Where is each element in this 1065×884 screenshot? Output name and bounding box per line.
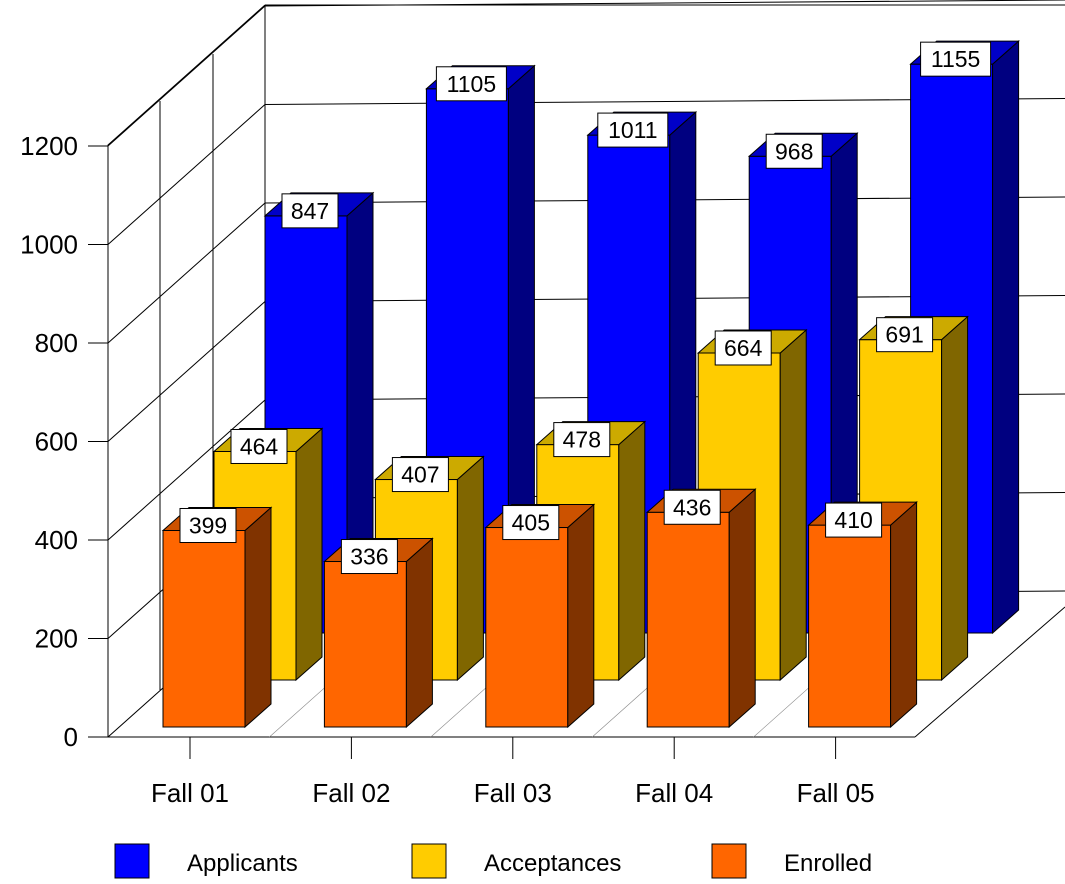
bar-front-face [647,512,729,727]
data-label: 847 [291,198,329,224]
bar-side-face [780,330,806,680]
bar-side-face [993,41,1019,633]
bar-side-face [568,505,594,727]
bar-front-face [809,525,891,727]
bar-side-face [891,502,917,727]
legend-label: Acceptances [484,850,621,877]
y-tick-label: 400 [35,525,78,555]
legend-item: Applicants [115,844,298,878]
bar-enrolled: 410 [809,502,917,727]
bar-side-face [245,507,271,727]
bar-side-face [619,422,645,680]
legend-label: Applicants [187,850,298,877]
y-tick-label: 1200 [20,131,78,161]
legend-item: Acceptances [412,844,621,878]
data-label: 691 [885,322,923,348]
legend-swatch [412,844,446,878]
x-axis: Fall 01 Fall 02 Fall 03 Fall 04 Fall 05 [151,737,875,808]
bar-front-face [163,530,245,727]
x-tick-label: Fall 04 [635,778,713,808]
bar-enrolled: 336 [324,539,432,727]
x-tick-label: Fall 05 [797,778,875,808]
data-label: 664 [724,335,763,361]
y-tick-label: 0 [64,722,78,752]
legend-swatch [712,844,746,878]
y-tick-label: 600 [35,427,78,457]
data-label: 478 [563,427,601,453]
data-label: 405 [512,510,550,536]
bar-side-face [406,539,432,727]
data-label: 399 [189,512,227,538]
bar-enrolled: 405 [486,505,594,727]
bar-side-face [457,457,483,680]
data-label: 1011 [608,117,657,143]
bar-front-face [486,528,568,727]
bars: 847 1105 1011 968 1155 464 407 478 664 691 399 336 4… [163,41,1019,727]
bar-front-face [324,562,406,727]
legend-swatch [115,844,149,878]
bar-side-face [942,317,968,680]
legend-item: Enrolled [712,844,872,878]
data-label: 410 [834,507,872,533]
data-label: 336 [350,544,388,570]
x-tick-label: Fall 03 [474,778,552,808]
x-tick-label: Fall 01 [151,778,229,808]
bar-side-face [296,428,322,680]
data-label: 968 [775,138,813,164]
y-axis: 0 200 400 600 800 1000 1200 [20,131,108,752]
bar-enrolled: 399 [163,507,271,727]
data-label: 1155 [931,46,980,72]
data-label: 464 [240,433,279,459]
data-label: 407 [401,462,439,488]
data-label: 1105 [447,71,496,97]
y-tick-label: 1000 [20,230,78,260]
data-label: 436 [673,494,711,520]
x-tick-label: Fall 02 [312,778,390,808]
bar-side-face [729,489,755,727]
bar-enrolled: 436 [647,489,755,727]
legend-label: Enrolled [784,850,872,877]
y-tick-label: 200 [35,624,78,654]
legend: Applicants Acceptances Enrolled [115,844,872,878]
y-tick-label: 800 [35,328,78,358]
